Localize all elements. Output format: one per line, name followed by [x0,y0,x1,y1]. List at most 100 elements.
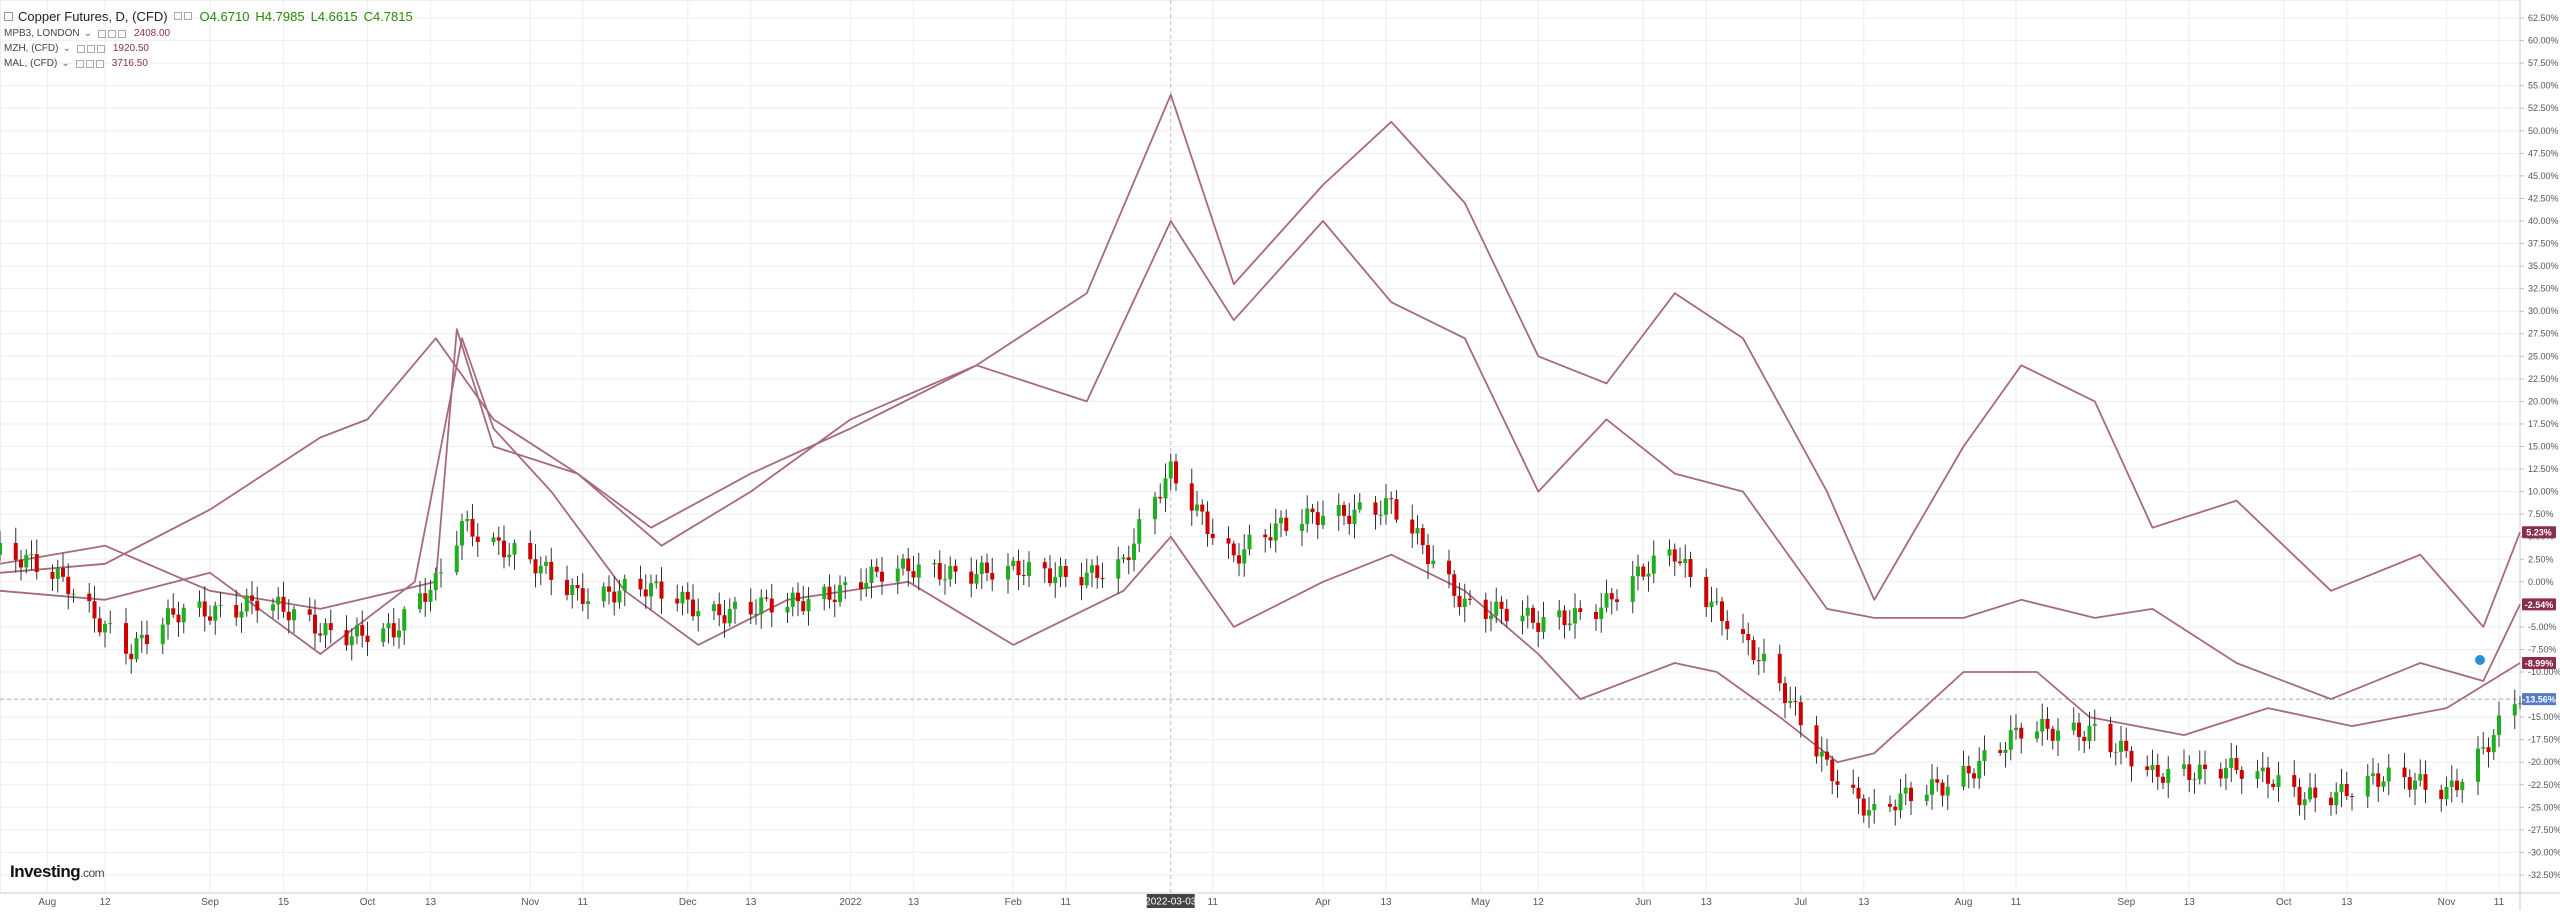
candle-up [2166,768,2171,783]
candle-down [391,623,396,638]
y-tick-label: 40.00% [2528,216,2559,226]
candle-up [381,628,386,643]
x-tick-label: 11 [2494,897,2505,908]
x-tick-label: 15 [278,897,290,908]
settings-icon[interactable] [173,12,182,20]
candle-up [2014,727,2018,731]
candle-up [544,561,548,566]
x-tick-label: Nov [521,897,539,908]
candle-up [1357,502,1362,510]
candle-up [433,573,438,590]
candle-up [1961,766,1966,787]
y-tick-label: 45.00% [2528,171,2559,181]
candle-down [475,536,480,542]
candle-up [197,601,202,608]
candle-down [1972,773,1976,779]
candle-down [2218,769,2223,779]
settings-icon[interactable] [86,44,95,53]
collapse-icon[interactable] [4,11,13,21]
x-tick-label: 12 [1533,897,1545,908]
candle-down [61,568,65,577]
candle-down [2455,780,2459,791]
candle-down [313,614,317,634]
candle-down [1410,519,1415,534]
crosshair-date-label: 2022-03-03 [1145,897,1197,908]
candle-up [1415,528,1420,534]
candle-down [2108,723,2113,753]
settings-icon[interactable] [85,59,94,68]
candle-up [512,542,517,555]
candle-down [1536,622,1541,632]
candle-up [754,614,758,616]
candle-down [1310,508,1315,513]
y-tick-label: 12.50% [2528,464,2559,474]
candle-down [1888,803,1892,807]
chevron-down-icon[interactable]: ⌄ [61,58,70,69]
eye-icon[interactable] [97,29,106,38]
candle-up [1872,803,1877,811]
legend-compare-name: MAL, (CFD) [4,58,58,69]
candle-down [643,589,648,597]
candle-down [1678,561,1682,564]
eye-icon[interactable] [75,59,84,68]
y-tick-label: 52.50% [2528,103,2559,113]
legend-compare-name: MPB3, LONDON [4,28,80,39]
legend-high: H4.7985 [255,8,305,24]
chevron-down-icon[interactable]: ⌄ [83,28,92,39]
candle-down [2402,767,2407,778]
candle-up [1058,566,1063,578]
eye-icon[interactable] [76,44,85,53]
candlestick-series [0,453,2522,828]
legend-close: C4.7815 [363,8,413,24]
brand-logo[interactable]: Investing.com [10,862,105,882]
candle-down [13,542,18,560]
candle-down [255,600,260,611]
x-tick-label: 13 [908,897,920,908]
candle-up [271,604,275,611]
x-tick-label: Jul [1794,897,1807,908]
y-tick-label: 20.00% [2528,396,2559,406]
candle-down [990,572,995,580]
candle-up [932,562,937,565]
candle-down [1704,576,1709,608]
candle-up [1977,760,1982,779]
x-tick-label: Sep [201,897,219,908]
candle-up [2087,725,2092,742]
candle-up [1163,478,1168,499]
settings-icon[interactable] [107,29,116,38]
x-tick-label: May [1471,897,1490,908]
close-icon[interactable] [183,12,192,20]
price-axis-value-label: 5.23% [2526,528,2552,538]
candle-down [2161,776,2165,783]
candle-down [1562,610,1567,626]
y-tick-label: 60.00% [2528,36,2559,46]
candle-up [2449,780,2454,787]
legend-compare-row: MAL, (CFD) ⌄ 3716.50 [4,56,419,71]
candle-up [1604,593,1609,608]
candle-up [166,608,170,625]
y-tick-label: 25.00% [2528,351,2559,361]
candle-up [1667,549,1672,556]
candle-down [1504,608,1509,622]
candle-down [1468,598,1472,600]
candle-down [1394,499,1399,520]
chevron-down-icon[interactable]: ⌄ [62,43,71,54]
candle-down [1609,593,1614,600]
price-axis-value-label: -8.99% [2525,658,2554,668]
x-tick-label: Jun [1635,897,1651,908]
close-icon[interactable] [96,44,105,53]
candle-down [202,601,207,617]
x-tick-label: Dec [679,897,697,908]
y-tick-label: -5.00% [2528,622,2557,632]
candle-up [1153,496,1157,520]
flag-icon[interactable] [2475,655,2485,665]
candle-up [2192,779,2197,781]
close-icon[interactable] [117,29,126,38]
candle-down [1825,751,1829,760]
candle-down [801,601,806,612]
candle-down [2292,775,2297,787]
close-icon[interactable] [95,59,104,68]
candle-up [139,634,144,639]
